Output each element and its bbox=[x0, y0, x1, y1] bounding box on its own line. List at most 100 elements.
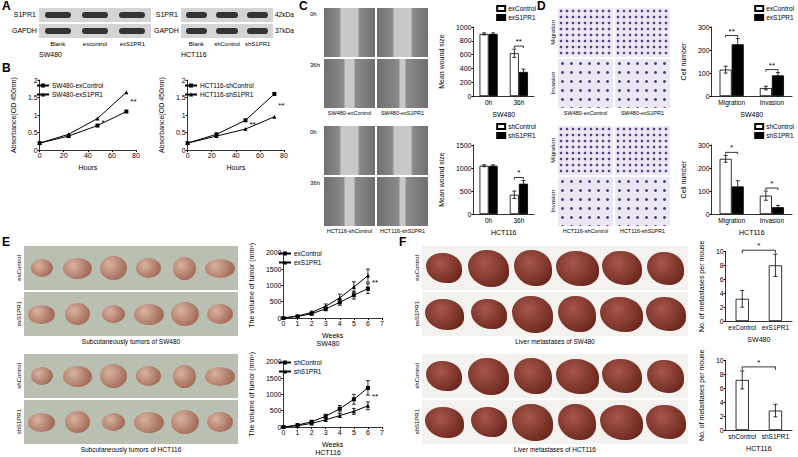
svg-text:6: 6 bbox=[720, 385, 724, 392]
svg-text:8: 8 bbox=[720, 262, 724, 269]
svg-text:0: 0 bbox=[468, 211, 472, 218]
svg-text:1.5: 1.5 bbox=[176, 94, 186, 101]
svg-text:shS1PR1: shS1PR1 bbox=[294, 368, 322, 375]
svg-text:Weeks: Weeks bbox=[322, 332, 344, 339]
svg-text:Invasion: Invasion bbox=[760, 99, 785, 106]
svg-text:300: 300 bbox=[698, 24, 710, 31]
svg-text:shS1PR1: shS1PR1 bbox=[766, 132, 794, 139]
svg-text:1000: 1000 bbox=[266, 282, 282, 289]
svg-text:Hours: Hours bbox=[226, 164, 245, 171]
svg-text:2: 2 bbox=[34, 77, 38, 84]
svg-text:SW480: SW480 bbox=[492, 111, 515, 118]
svg-text:1500: 1500 bbox=[456, 142, 472, 149]
svg-text:Mean wound size: Mean wound size bbox=[438, 152, 445, 207]
svg-text:3: 3 bbox=[324, 320, 328, 327]
svg-text:*: * bbox=[757, 241, 760, 250]
svg-text:600: 600 bbox=[460, 51, 472, 58]
svg-text:shS1PR1: shS1PR1 bbox=[508, 132, 536, 139]
svg-text:400: 400 bbox=[460, 65, 472, 72]
svg-text:4: 4 bbox=[338, 320, 342, 327]
svg-text:**: ** bbox=[372, 278, 378, 287]
svg-text:200: 200 bbox=[460, 79, 472, 86]
svg-text:4: 4 bbox=[338, 429, 342, 436]
svg-text:5: 5 bbox=[352, 320, 356, 327]
svg-text:SW480: SW480 bbox=[317, 340, 340, 347]
svg-text:20: 20 bbox=[208, 152, 216, 159]
svg-text:Migration: Migration bbox=[718, 217, 745, 225]
svg-text:0: 0 bbox=[38, 152, 42, 159]
svg-text:0: 0 bbox=[468, 93, 472, 100]
svg-text:200: 200 bbox=[698, 165, 710, 172]
svg-text:exS1PR1: exS1PR1 bbox=[294, 259, 322, 266]
svg-text:exS1PR1: exS1PR1 bbox=[508, 14, 536, 21]
svg-text:*: * bbox=[730, 143, 733, 152]
svg-text:0: 0 bbox=[720, 318, 724, 325]
svg-text:0.5: 0.5 bbox=[28, 129, 38, 136]
svg-text:5: 5 bbox=[352, 429, 356, 436]
svg-text:shControl: shControl bbox=[766, 123, 794, 130]
svg-text:20: 20 bbox=[60, 152, 68, 159]
svg-text:2: 2 bbox=[720, 304, 724, 311]
svg-text:exS1PR1: exS1PR1 bbox=[762, 324, 790, 331]
svg-text:500: 500 bbox=[270, 298, 282, 305]
svg-text:0h: 0h bbox=[485, 217, 493, 224]
svg-text:**: ** bbox=[372, 392, 378, 401]
svg-text:*: * bbox=[517, 168, 520, 177]
svg-text:Absorbance(OD 450nm): Absorbance(OD 450nm) bbox=[10, 77, 18, 153]
svg-text:Cell number: Cell number bbox=[680, 160, 687, 198]
svg-text:60: 60 bbox=[108, 152, 116, 159]
svg-text:0: 0 bbox=[282, 429, 286, 436]
svg-text:No. of metastases per mouse: No. of metastases per mouse bbox=[698, 349, 706, 441]
svg-text:100: 100 bbox=[698, 70, 710, 77]
svg-text:exControl: exControl bbox=[728, 324, 756, 331]
svg-text:4: 4 bbox=[720, 290, 724, 297]
svg-text:2: 2 bbox=[310, 320, 314, 327]
svg-text:300: 300 bbox=[698, 142, 710, 149]
svg-text:10: 10 bbox=[716, 248, 724, 255]
svg-text:0.5: 0.5 bbox=[176, 129, 186, 136]
svg-text:1000: 1000 bbox=[456, 24, 472, 31]
svg-text:40: 40 bbox=[232, 152, 240, 159]
svg-text:0h: 0h bbox=[485, 99, 493, 106]
svg-text:100: 100 bbox=[698, 188, 710, 195]
svg-text:7: 7 bbox=[380, 429, 384, 436]
svg-text:HCT116-shS1PR1: HCT116-shS1PR1 bbox=[200, 91, 254, 98]
svg-text:**: ** bbox=[769, 61, 775, 70]
svg-text:10: 10 bbox=[716, 357, 724, 364]
svg-text:Absorbance(OD 450nm): Absorbance(OD 450nm) bbox=[158, 77, 166, 153]
svg-text:2: 2 bbox=[720, 413, 724, 420]
svg-text:HCT116: HCT116 bbox=[746, 445, 772, 452]
svg-text:1000: 1000 bbox=[456, 165, 472, 172]
svg-text:exControl: exControl bbox=[766, 5, 794, 12]
svg-text:0: 0 bbox=[720, 427, 724, 434]
svg-text:HCT116: HCT116 bbox=[315, 449, 341, 456]
svg-text:shControl: shControl bbox=[508, 123, 536, 130]
svg-text:SW480: SW480 bbox=[740, 111, 763, 118]
svg-text:0: 0 bbox=[706, 93, 710, 100]
svg-text:1: 1 bbox=[182, 112, 186, 119]
svg-text:80: 80 bbox=[132, 152, 140, 159]
svg-text:6: 6 bbox=[720, 276, 724, 283]
svg-text:exControl: exControl bbox=[508, 5, 536, 12]
svg-text:The volume of tumor (mm³): The volume of tumor (mm³) bbox=[248, 352, 256, 437]
svg-text:exControl: exControl bbox=[294, 250, 322, 257]
svg-text:0: 0 bbox=[186, 152, 190, 159]
svg-text:2: 2 bbox=[310, 429, 314, 436]
svg-text:**: ** bbox=[516, 37, 522, 46]
svg-text:*: * bbox=[101, 118, 104, 127]
svg-text:8: 8 bbox=[720, 371, 724, 378]
svg-text:HCT116-shControl: HCT116-shControl bbox=[200, 82, 254, 89]
svg-text:6: 6 bbox=[366, 429, 370, 436]
svg-text:HCT116: HCT116 bbox=[491, 229, 517, 236]
svg-text:1000: 1000 bbox=[266, 391, 282, 398]
svg-text:Hours: Hours bbox=[78, 164, 97, 171]
svg-text:*: * bbox=[757, 358, 760, 367]
svg-text:shS1PR1: shS1PR1 bbox=[762, 433, 790, 440]
svg-text:500: 500 bbox=[460, 188, 472, 195]
svg-text:500: 500 bbox=[270, 407, 282, 414]
svg-text:800: 800 bbox=[460, 37, 472, 44]
svg-text:Cell number: Cell number bbox=[680, 42, 687, 80]
svg-text:The volume of tumor (mm³): The volume of tumor (mm³) bbox=[248, 243, 256, 328]
svg-text:1.5: 1.5 bbox=[28, 94, 38, 101]
svg-text:**: ** bbox=[130, 97, 136, 106]
